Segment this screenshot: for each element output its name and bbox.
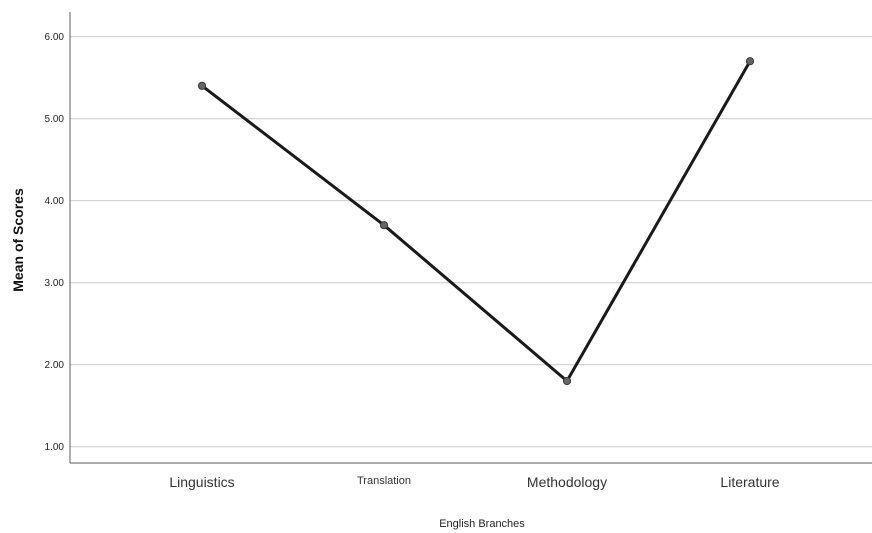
- axes: [69, 12, 872, 464]
- y-tick-label: 1.00: [45, 442, 65, 453]
- x-tick-label-translation: Translation: [357, 475, 411, 487]
- data-point-translation: [379, 221, 389, 230]
- data-series: [197, 57, 755, 386]
- data-point-linguistics: [197, 81, 207, 90]
- gridlines: [70, 35, 872, 448]
- y-tick-label: 4.00: [45, 196, 65, 207]
- y-tick-label: 5.00: [45, 114, 65, 125]
- data-point-literature: [745, 57, 755, 66]
- x-tick-label-literature: Literature: [720, 474, 779, 490]
- y-tick-label: 6.00: [45, 32, 65, 43]
- x-tick-label-linguistics: Linguistics: [169, 474, 234, 490]
- y-tick-labels: 1.00 2.00 3.00 4.00 5.00 6.00: [45, 32, 65, 453]
- y-tick-label: 2.00: [45, 360, 65, 371]
- series-line: [200, 59, 752, 383]
- y-axis-title: Mean of Scores: [10, 188, 26, 292]
- data-point-methodology: [562, 376, 572, 386]
- x-tick-label-methodology: Methodology: [527, 474, 607, 490]
- y-tick-label: 3.00: [45, 278, 65, 289]
- x-axis-title: English Branches: [439, 518, 525, 530]
- x-tick-labels: Linguistics Translation Methodology Literat…: [169, 474, 779, 490]
